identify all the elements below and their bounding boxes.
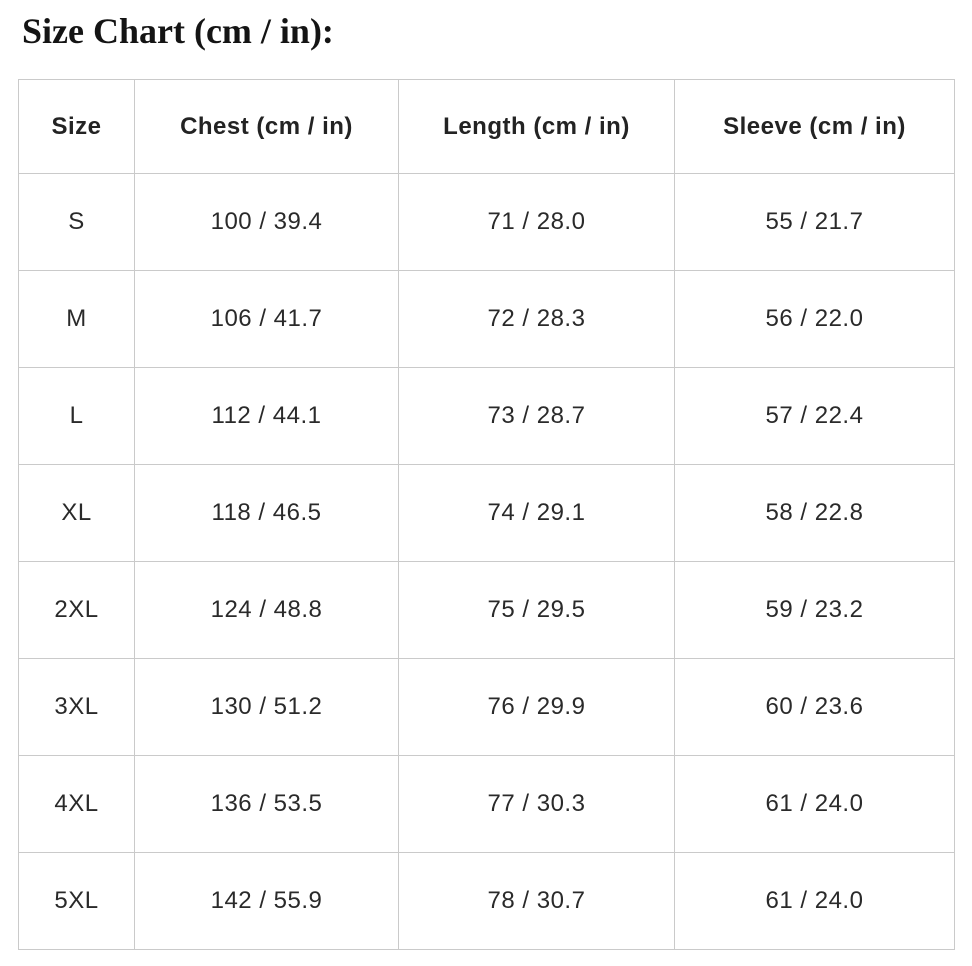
sleeve-cell: 61 / 24.0 xyxy=(674,852,955,951)
table-header-size: Size xyxy=(18,79,135,175)
length-cell: 73 / 28.7 xyxy=(398,367,675,466)
table-header-length: Length (cm / in) xyxy=(398,79,675,175)
size-cell: L xyxy=(18,367,135,466)
table-row: 4XL 136 / 53.5 77 / 30.3 61 / 24.0 xyxy=(18,755,955,854)
sleeve-cell: 61 / 24.0 xyxy=(674,755,955,854)
size-cell: S xyxy=(18,173,135,272)
size-cell: 3XL xyxy=(18,658,135,757)
chest-cell: 118 / 46.5 xyxy=(134,464,399,563)
size-cell: XL xyxy=(18,464,135,563)
chest-cell: 124 / 48.8 xyxy=(134,561,399,660)
length-cell: 76 / 29.9 xyxy=(398,658,675,757)
table-row: S 100 / 39.4 71 / 28.0 55 / 21.7 xyxy=(18,173,955,272)
table-header-chest: Chest (cm / in) xyxy=(134,79,399,175)
table-row: M 106 / 41.7 72 / 28.3 56 / 22.0 xyxy=(18,270,955,369)
length-cell: 74 / 29.1 xyxy=(398,464,675,563)
length-cell: 72 / 28.3 xyxy=(398,270,675,369)
size-cell: 5XL xyxy=(18,852,135,951)
chest-cell: 136 / 53.5 xyxy=(134,755,399,854)
table-header-row: Size Chest (cm / in) Length (cm / in) Sl… xyxy=(18,79,955,175)
table-row: XL 118 / 46.5 74 / 29.1 58 / 22.8 xyxy=(18,464,955,563)
chest-cell: 130 / 51.2 xyxy=(134,658,399,757)
sleeve-cell: 56 / 22.0 xyxy=(674,270,955,369)
size-cell: 4XL xyxy=(18,755,135,854)
chest-cell: 100 / 39.4 xyxy=(134,173,399,272)
table-row: L 112 / 44.1 73 / 28.7 57 / 22.4 xyxy=(18,367,955,466)
chest-cell: 142 / 55.9 xyxy=(134,852,399,951)
chest-cell: 106 / 41.7 xyxy=(134,270,399,369)
table-row: 5XL 142 / 55.9 78 / 30.7 61 / 24.0 xyxy=(18,852,955,951)
table-header-sleeve: Sleeve (cm / in) xyxy=(674,79,955,175)
sleeve-cell: 60 / 23.6 xyxy=(674,658,955,757)
sleeve-cell: 57 / 22.4 xyxy=(674,367,955,466)
table-row: 2XL 124 / 48.8 75 / 29.5 59 / 23.2 xyxy=(18,561,955,660)
chest-cell: 112 / 44.1 xyxy=(134,367,399,466)
sleeve-cell: 58 / 22.8 xyxy=(674,464,955,563)
page-title: Size Chart (cm / in): xyxy=(22,11,334,51)
length-cell: 77 / 30.3 xyxy=(398,755,675,854)
table-row: 3XL 130 / 51.2 76 / 29.9 60 / 23.6 xyxy=(18,658,955,757)
sleeve-cell: 55 / 21.7 xyxy=(674,173,955,272)
sleeve-cell: 59 / 23.2 xyxy=(674,561,955,660)
size-cell: M xyxy=(18,270,135,369)
length-cell: 78 / 30.7 xyxy=(398,852,675,951)
length-cell: 71 / 28.0 xyxy=(398,173,675,272)
size-chart-table: Size Chest (cm / in) Length (cm / in) Sl… xyxy=(18,79,955,951)
length-cell: 75 / 29.5 xyxy=(398,561,675,660)
size-chart-table-container: Size Chest (cm / in) Length (cm / in) Sl… xyxy=(18,79,955,951)
size-cell: 2XL xyxy=(18,561,135,660)
